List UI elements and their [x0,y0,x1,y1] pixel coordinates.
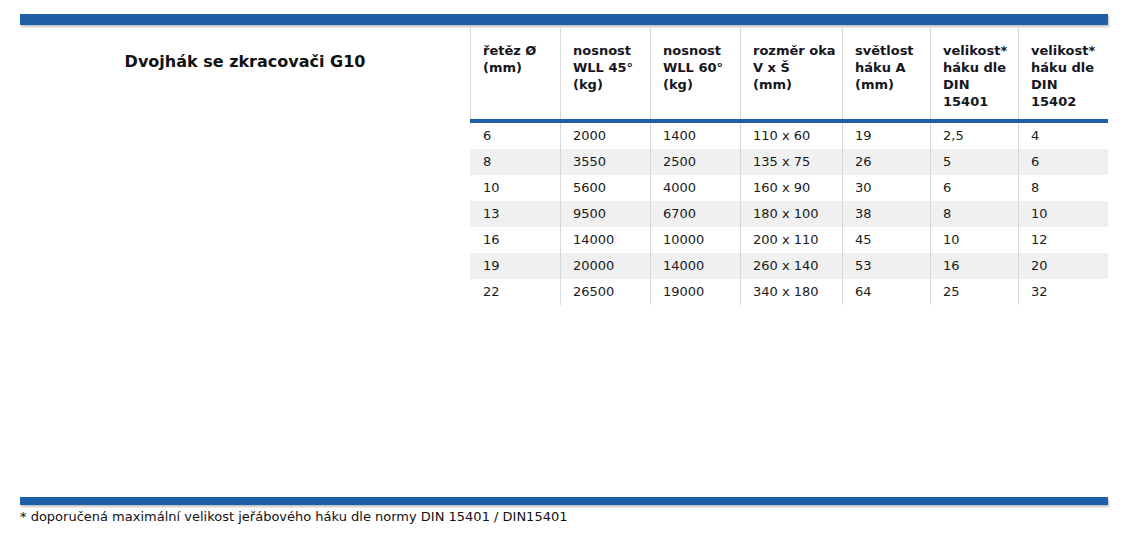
top-accent-bar [20,14,1108,25]
table-row: 192000014000260 x 140531620 [470,253,1108,279]
table-row: 161400010000200 x 110451012 [470,227,1108,253]
table-cell: 4000 [650,175,740,201]
table-cell: 200 x 110 [740,227,842,253]
table-cell: 1400 [650,123,740,149]
table-cell: 38 [842,201,930,227]
table-cell: 135 x 75 [740,149,842,175]
table-cell: 5600 [560,175,650,201]
table-cell: 8 [470,149,560,175]
bottom-accent-bar [20,497,1108,505]
table-cell: 64 [842,279,930,305]
table-cell: 22 [470,279,560,305]
table-cell: 25 [930,279,1018,305]
column-header-3: rozměr okaV x Š(mm) [740,26,842,119]
table-cell: 12 [1018,227,1108,253]
table-cell: 2500 [650,149,740,175]
table-cell: 19 [842,123,930,149]
table-cell: 340 x 180 [740,279,842,305]
table-cell: 260 x 140 [740,253,842,279]
table-cell: 5 [930,149,1018,175]
chain-spec-table: řetěz Ø(mm)nosnostWLL 45°(kg)nosnostWLL … [470,26,1108,305]
table-row: 1395006700180 x 10038810 [470,201,1108,227]
column-header-5: velikost*háku dleDIN 15401 [930,26,1018,119]
table-cell: 6 [930,175,1018,201]
column-header-4: světlostháku A(mm) [842,26,930,119]
table-cell: 2,5 [930,123,1018,149]
column-header-6: velikost*háku dleDIN 15402 [1018,26,1108,119]
column-header-2: nosnostWLL 60°(kg) [650,26,740,119]
table-cell: 13 [470,201,560,227]
page-title: Dvojhák se zkracovači G10 [20,52,470,72]
table-cell: 10 [1018,201,1108,227]
table-cell: 26 [842,149,930,175]
table-cell: 6 [1018,149,1108,175]
table-header-row: řetěz Ø(mm)nosnostWLL 45°(kg)nosnostWLL … [470,26,1108,119]
table-row: 835502500135 x 752656 [470,149,1108,175]
table-cell: 6 [470,123,560,149]
table-cell: 19000 [650,279,740,305]
table-row: 620001400110 x 60192,54 [470,123,1108,149]
table-cell: 14000 [560,227,650,253]
table-cell: 14000 [650,253,740,279]
table-cell: 26500 [560,279,650,305]
table-row: 222650019000340 x 180642532 [470,279,1108,305]
table-cell: 16 [930,253,1018,279]
table-cell: 30 [842,175,930,201]
table-cell: 10000 [650,227,740,253]
table-cell: 160 x 90 [740,175,842,201]
table-cell: 4 [1018,123,1108,149]
table-cell: 2000 [560,123,650,149]
table-body: 620001400110 x 60192,54835502500135 x 75… [470,123,1108,305]
table-cell: 180 x 100 [740,201,842,227]
column-header-0: řetěz Ø(mm) [470,26,560,119]
table-cell: 3550 [560,149,650,175]
table-cell: 10 [930,227,1018,253]
table-cell: 16 [470,227,560,253]
table-cell: 10 [470,175,560,201]
table-cell: 20 [1018,253,1108,279]
table-cell: 19 [470,253,560,279]
table-cell: 8 [930,201,1018,227]
table-cell: 8 [1018,175,1108,201]
column-header-1: nosnostWLL 45°(kg) [560,26,650,119]
table-cell: 32 [1018,279,1108,305]
table-cell: 53 [842,253,930,279]
table-cell: 20000 [560,253,650,279]
table-cell: 110 x 60 [740,123,842,149]
table-row: 1056004000160 x 903068 [470,175,1108,201]
footnote: * doporučená maximální velikost jeřábové… [20,509,567,524]
table-cell: 45 [842,227,930,253]
table-cell: 6700 [650,201,740,227]
table-cell: 9500 [560,201,650,227]
